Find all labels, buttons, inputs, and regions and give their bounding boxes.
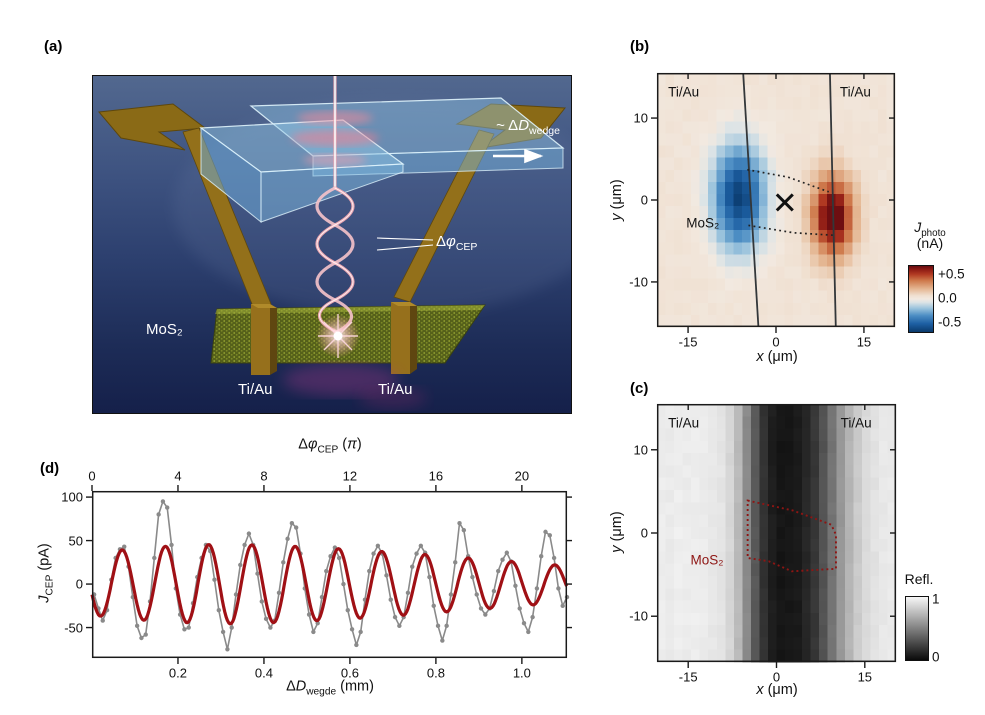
b-x-axis-title: x (μm)	[756, 349, 798, 365]
x-tick-label: -15	[678, 669, 698, 685]
annotation-tiau: Ti/Au	[668, 415, 700, 431]
colorbar-tick-label: +0.5	[938, 266, 965, 282]
x-tick-label: 0	[772, 669, 781, 685]
d-top-tick-label: 12	[342, 468, 358, 484]
d-x-tick-label: 0.8	[426, 665, 445, 681]
d-x-tick-label: 0.6	[340, 665, 359, 681]
cep-pointer-lines	[376, 237, 434, 251]
panel-label-c: (c)	[630, 380, 649, 397]
x-tick-label: 15	[857, 669, 873, 685]
panel-d-cep-plot: ΔφCEP (π) JCEP (pA) ΔDwegde (mm) 0.2 0.4 0…	[30, 430, 615, 715]
d-top-tick-label: 0	[88, 468, 96, 484]
x-tick-label: -15	[678, 334, 698, 350]
ti-au-label-right: Ti/Au	[378, 381, 413, 398]
annotation-tiau: Ti/Au	[840, 415, 872, 431]
d-y-axis-title: JCEP (pA)	[36, 543, 56, 603]
colorbar-tick-label: -0.5	[938, 314, 962, 330]
colorbar-tick-label: 0	[932, 649, 940, 665]
y-tick-label: 0	[640, 525, 648, 541]
c-x-axis-title: x (μm)	[756, 682, 798, 698]
c-colorbar	[905, 596, 929, 661]
y-tick-label: -10	[629, 608, 648, 624]
d-top-axis-title: ΔφCEP (π)	[298, 436, 362, 456]
mos2-label-a: MoS₂	[146, 321, 183, 338]
cep-current-chart	[86, 485, 572, 664]
b-colorbar	[908, 265, 934, 333]
d-x-tick-label: 1.0	[512, 665, 531, 681]
panel-c-reflectivity-map: y (μm) x (μm) Refl. -15 0 15 -10 0 10 Ti/Au Ti/…	[600, 368, 985, 715]
annotation-tiau: Ti/Au	[839, 84, 871, 100]
d-top-tick-label: 4	[174, 468, 182, 484]
device-3d-scene	[92, 75, 572, 414]
d-y-tick-label: -50	[64, 620, 83, 636]
panel-label-a: (a)	[44, 38, 63, 55]
d-top-tick-label: 20	[514, 468, 530, 484]
photocurrent-heatmap	[651, 72, 896, 333]
panel-label-d: (d)	[40, 460, 60, 477]
gold-electrode-right-arm	[393, 103, 566, 303]
panel-a-illustration: ~ ΔDwedge ΔφCEP MoS₂ Ti/Au Ti/Au	[92, 75, 572, 414]
y-tick-label: 10	[633, 442, 648, 458]
d-x-axis-title: ΔDwegde (mm)	[286, 678, 374, 698]
cep-phase-label: ΔφCEP	[436, 233, 478, 253]
y-tick-label: 10	[633, 110, 648, 126]
y-tick-label: 0	[640, 192, 648, 208]
d-y-tick-label: 100	[61, 489, 83, 505]
d-top-tick-label: 8	[260, 468, 268, 484]
d-x-tick-label: 0.4	[254, 665, 273, 681]
substrate-glow-2	[359, 387, 427, 409]
colorbar-tick-label: 1	[932, 591, 940, 607]
b-y-axis-title: y (μm)	[609, 179, 625, 221]
annotation-tiau: Ti/Au	[668, 84, 700, 100]
reflectivity-heatmap	[651, 403, 897, 668]
ti-au-label-left: Ti/Au	[238, 381, 273, 398]
gold-electrode-bar-left	[251, 304, 277, 375]
gold-electrode-bar-right	[391, 302, 417, 374]
y-tick-label: -10	[629, 274, 648, 290]
d-x-tick-label: 0.2	[168, 665, 188, 681]
panel-b-photocurrent-map: y (μm) x (μm) Jphoto (nA) -15 0 15 -10 0 10 Ti…	[600, 35, 985, 380]
d-y-tick-label: 0	[75, 576, 83, 592]
few-cycle-pulse-spiral	[315, 186, 355, 334]
focus-starburst	[316, 314, 360, 358]
b-colorbar-title-2: (nA)	[916, 235, 944, 251]
annotation-mos: MoS₂	[690, 552, 724, 568]
panel-label-b: (b)	[630, 38, 650, 55]
c-colorbar-title: Refl.	[904, 571, 934, 587]
x-tick-label: 15	[856, 334, 872, 350]
colorbar-tick-label: 0.0	[938, 290, 957, 306]
annotation-mos: MoS₂	[686, 215, 720, 231]
b-colorbar-title-1: Jphoto	[914, 219, 946, 239]
d-y-tick-label: 50	[68, 533, 83, 549]
substrate-glow	[283, 364, 399, 396]
x-tick-label: 0	[772, 334, 780, 350]
d-top-tick-label: 16	[428, 468, 444, 484]
wedge-displacement-label: ~ ΔDwedge	[496, 117, 560, 137]
